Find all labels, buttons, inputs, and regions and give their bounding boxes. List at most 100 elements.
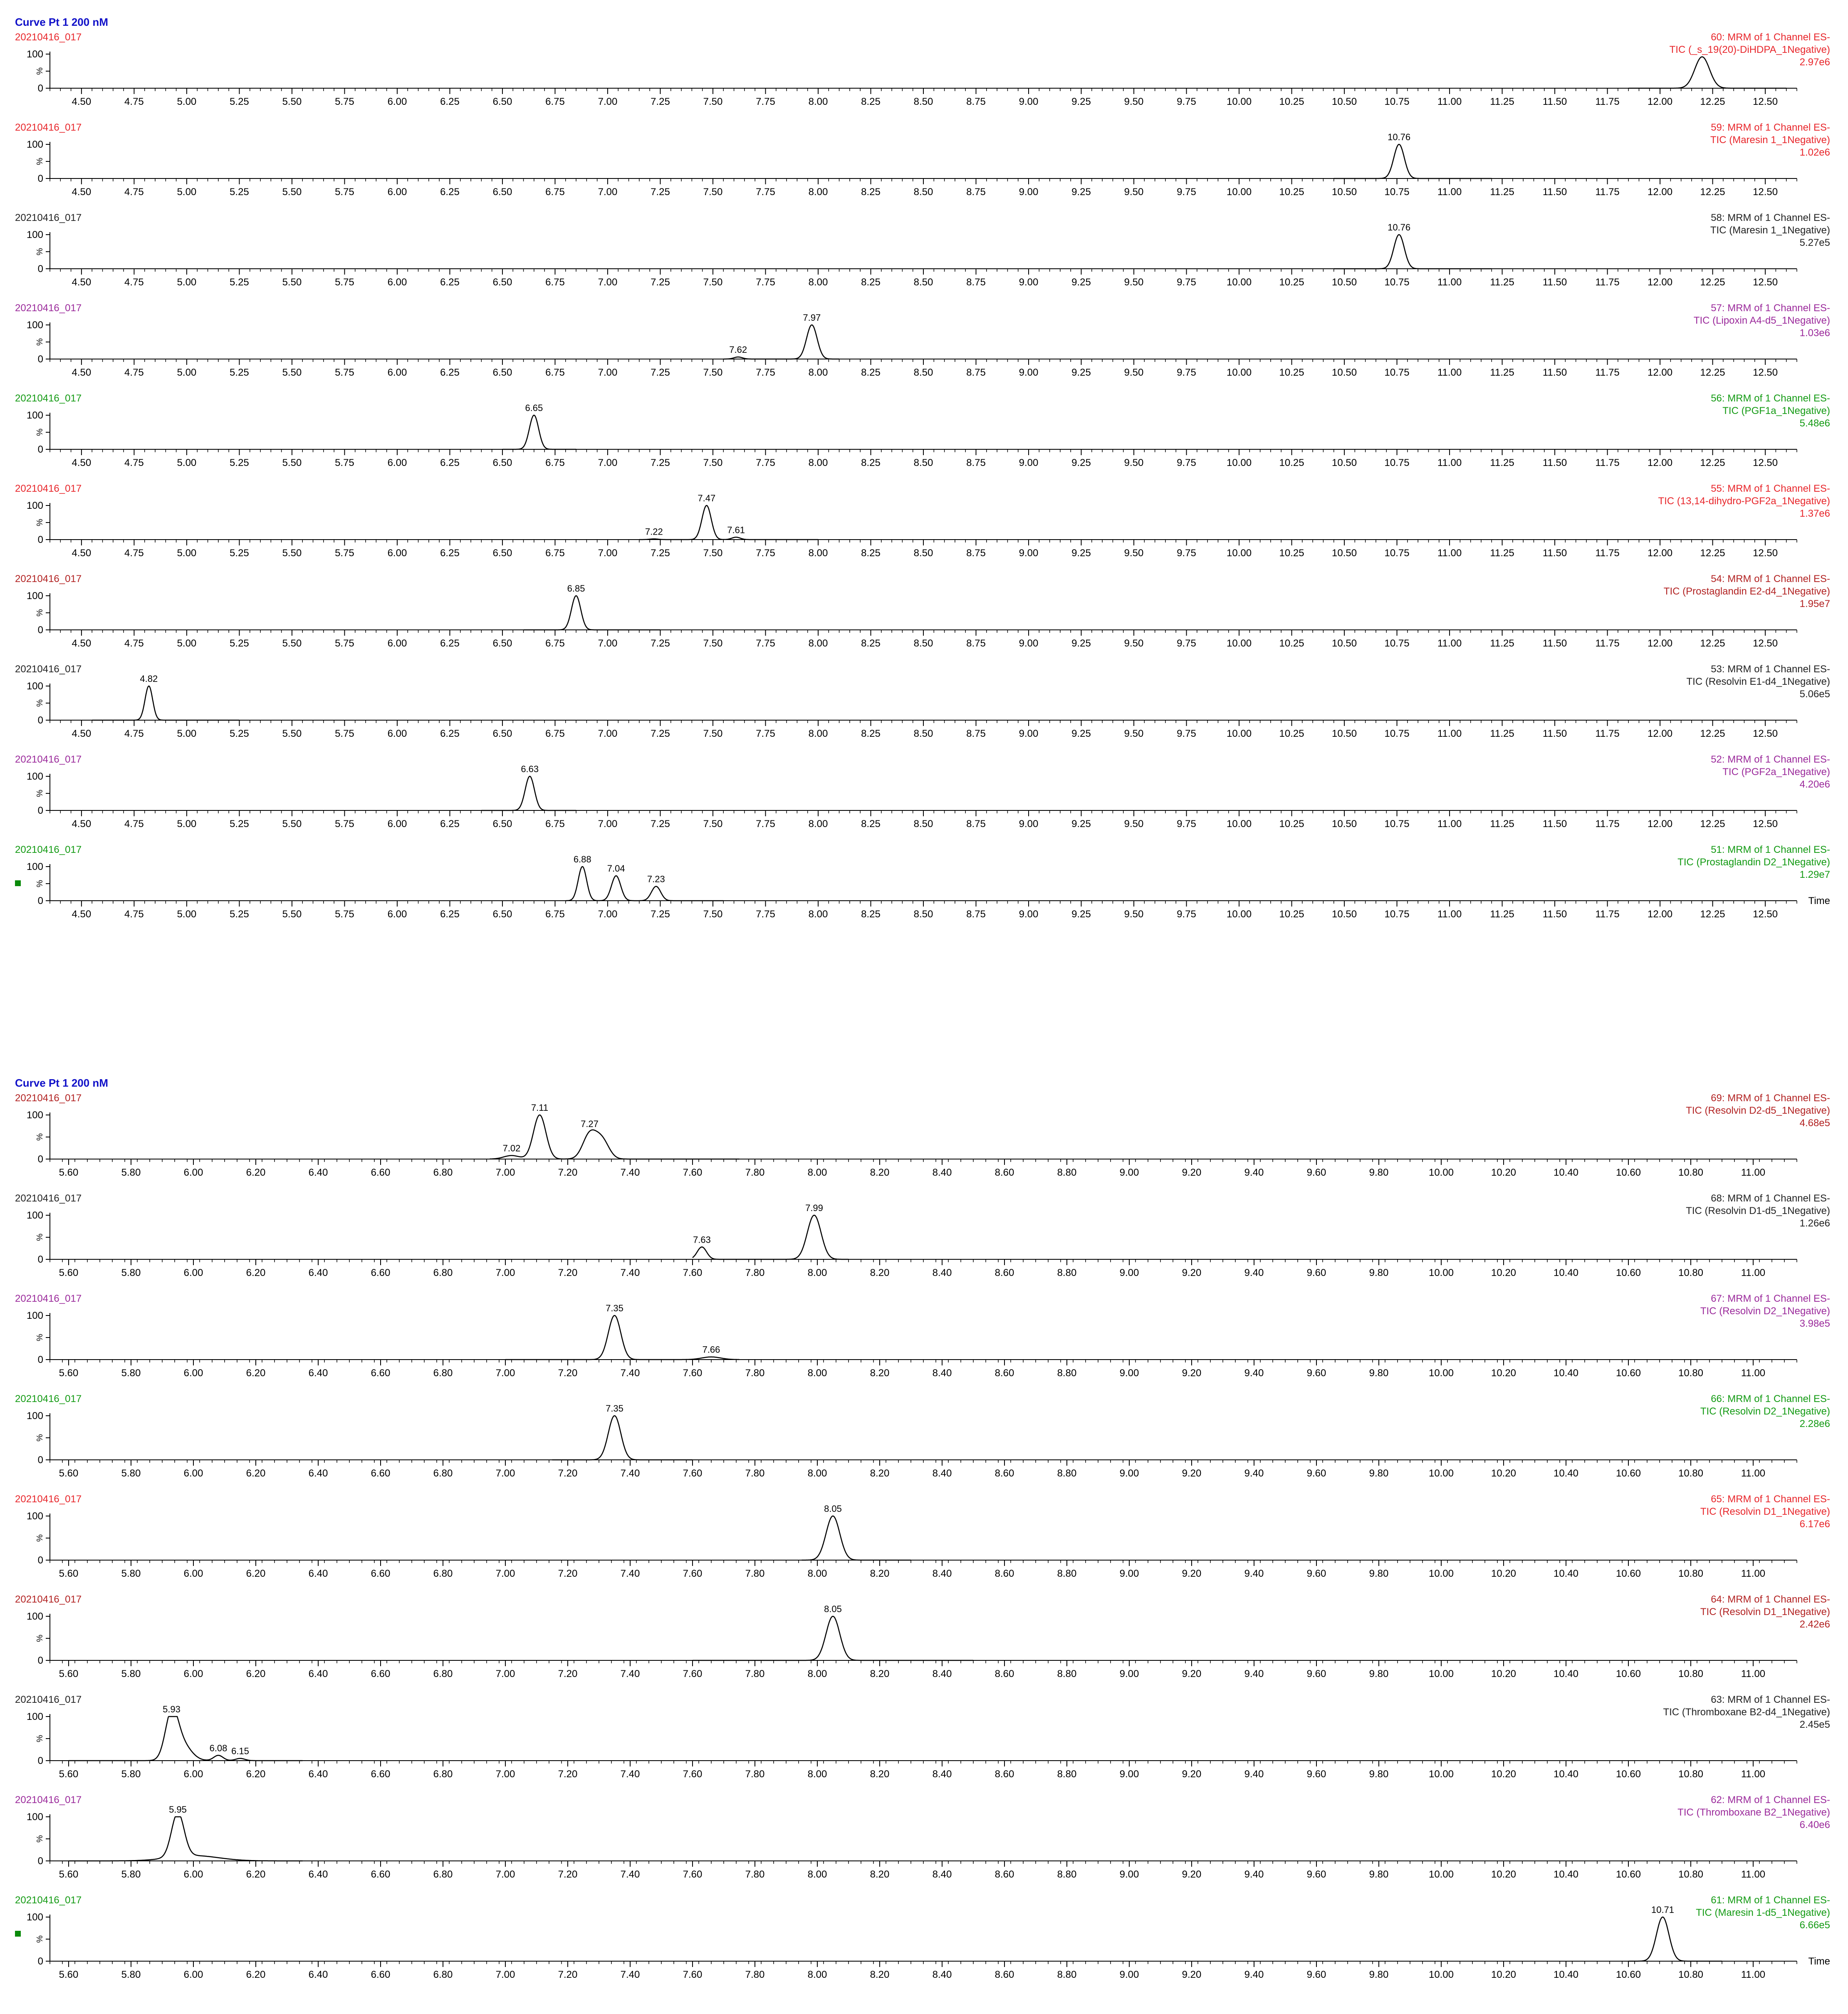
x-tick-label: 6.20 xyxy=(246,1969,266,1980)
y-tick-label: 100 xyxy=(27,1110,43,1121)
x-tick-label: 9.20 xyxy=(1182,1869,1202,1880)
x-tick-label: 6.20 xyxy=(246,1367,266,1379)
x-tick-label: 8.80 xyxy=(1057,1769,1077,1780)
legend-marker xyxy=(15,880,21,886)
x-tick-label: 11.75 xyxy=(1595,96,1619,107)
x-tick-label: 6.00 xyxy=(184,1267,203,1278)
x-tick-label: 10.20 xyxy=(1491,1367,1516,1379)
y-tick-label: % xyxy=(35,158,45,165)
trace-channel-label: 66: MRM of 1 Channel ES- xyxy=(1711,1393,1830,1405)
x-tick-label: 9.50 xyxy=(1124,909,1144,920)
x-tick-label: 8.40 xyxy=(933,1969,952,1980)
x-tick-label: 12.25 xyxy=(1700,96,1725,107)
x-tick-label: 6.60 xyxy=(371,1869,391,1880)
x-tick-label: 6.25 xyxy=(440,547,460,559)
x-tick-label: 4.50 xyxy=(72,367,92,378)
x-tick-label: 11.75 xyxy=(1595,457,1619,468)
x-tick-label: 5.75 xyxy=(335,457,354,468)
x-tick-label: 6.00 xyxy=(388,909,407,920)
peak-label: 7.35 xyxy=(606,1403,623,1414)
x-tick-label: 8.80 xyxy=(1057,1969,1077,1980)
x-tick-label: 8.00 xyxy=(808,1869,827,1880)
y-tick-label: 0 xyxy=(38,173,43,184)
x-tick-label: 6.75 xyxy=(545,96,565,107)
x-tick-label: 9.75 xyxy=(1177,818,1196,830)
trace-channel-label: 65: MRM of 1 Channel ES- xyxy=(1711,1494,1830,1505)
trace-channel-label: 63: MRM of 1 Channel ES- xyxy=(1711,1694,1830,1705)
peak-label: 7.27 xyxy=(581,1119,599,1129)
x-tick-label: 9.50 xyxy=(1124,818,1144,830)
x-tick-label: 10.00 xyxy=(1227,547,1252,559)
x-tick-label: 10.50 xyxy=(1332,728,1357,739)
x-tick-label: 10.40 xyxy=(1554,1869,1578,1880)
x-tick-label: 8.00 xyxy=(808,1769,827,1780)
x-tick-label: 12.50 xyxy=(1753,818,1778,830)
x-tick-label: 5.80 xyxy=(121,1568,141,1579)
trace-channel-label: 60: MRM of 1 Channel ES- xyxy=(1711,32,1830,43)
trace-channel-label: 51: MRM of 1 Channel ES- xyxy=(1711,844,1830,855)
x-tick-label: 5.75 xyxy=(335,909,354,920)
x-tick-label: 8.50 xyxy=(914,96,933,107)
x-tick-label: 7.80 xyxy=(745,1468,765,1479)
x-tick-label: 10.00 xyxy=(1429,1167,1454,1178)
x-tick-label: 9.80 xyxy=(1369,1568,1389,1579)
x-tick-label: 6.00 xyxy=(388,457,407,468)
x-tick-label: 8.25 xyxy=(861,277,881,288)
chromatogram-trace xyxy=(505,1315,740,1360)
x-tick-label: 8.60 xyxy=(995,1367,1014,1379)
peak-label: 7.47 xyxy=(698,493,715,503)
trace-compound-label: TIC (Resolvin D2_1Negative) xyxy=(1700,1406,1830,1417)
chart-title: Curve Pt 1 200 nM xyxy=(15,1077,108,1089)
x-tick-label: 5.25 xyxy=(230,367,249,378)
x-tick-label: 7.80 xyxy=(745,1267,765,1278)
y-tick-label: 100 xyxy=(27,410,43,421)
x-tick-label: 9.00 xyxy=(1019,547,1039,559)
x-tick-label: 11.50 xyxy=(1543,909,1567,920)
x-tick-label: 9.00 xyxy=(1019,909,1039,920)
x-tick-label: 6.00 xyxy=(388,277,407,288)
peak-label: 5.93 xyxy=(163,1704,181,1714)
x-tick-label: 11.25 xyxy=(1490,277,1514,288)
x-tick-label: 7.20 xyxy=(558,1969,578,1980)
x-tick-label: 7.20 xyxy=(558,1568,578,1579)
x-tick-label: 6.75 xyxy=(545,728,565,739)
peak-label: 7.02 xyxy=(503,1143,521,1154)
x-tick-label: 8.75 xyxy=(966,728,986,739)
x-tick-label: 5.00 xyxy=(177,547,197,559)
x-tick-label: 11.00 xyxy=(1741,1367,1765,1379)
y-tick-label: % xyxy=(35,609,45,617)
x-tick-label: 10.00 xyxy=(1429,1869,1454,1880)
peak-label: 6.15 xyxy=(231,1746,249,1756)
chromatogram-trace xyxy=(639,505,818,540)
trace-sample-id: 20210416_017 xyxy=(15,393,82,404)
x-tick-label: 7.00 xyxy=(496,1869,515,1880)
x-tick-label: 6.50 xyxy=(493,186,512,198)
x-tick-label: 8.00 xyxy=(809,457,828,468)
x-tick-label: 8.60 xyxy=(995,1969,1014,1980)
x-tick-label: 9.60 xyxy=(1307,1367,1326,1379)
x-tick-label: 10.40 xyxy=(1554,1769,1578,1780)
x-tick-label: 11.00 xyxy=(1437,277,1462,288)
trace-sample-id: 20210416_017 xyxy=(15,122,82,133)
x-tick-label: 5.00 xyxy=(177,367,197,378)
x-tick-label: 7.50 xyxy=(703,638,723,649)
x-tick-label: 10.75 xyxy=(1385,96,1410,107)
chromatogram-trace xyxy=(802,1515,911,1561)
x-tick-label: 5.60 xyxy=(59,1769,79,1780)
x-tick-label: 7.75 xyxy=(756,186,775,198)
x-tick-label: 6.00 xyxy=(184,1167,203,1178)
x-tick-label: 8.25 xyxy=(861,547,881,559)
trace-intensity-label: 6.17e6 xyxy=(1800,1519,1830,1530)
x-tick-label: 11.75 xyxy=(1595,186,1619,198)
x-tick-label: 5.25 xyxy=(230,728,249,739)
peak-label: 10.76 xyxy=(1388,132,1410,142)
x-tick-label: 11.00 xyxy=(1741,1468,1765,1479)
x-tick-label: 7.00 xyxy=(598,186,618,198)
x-tick-label: 10.00 xyxy=(1429,1468,1454,1479)
peak-label: 4.82 xyxy=(140,674,158,684)
x-tick-label: 11.00 xyxy=(1437,547,1462,559)
peak-label: 7.61 xyxy=(727,525,745,535)
trace-intensity-label: 1.03e6 xyxy=(1800,327,1830,339)
x-tick-label: 7.00 xyxy=(598,367,618,378)
